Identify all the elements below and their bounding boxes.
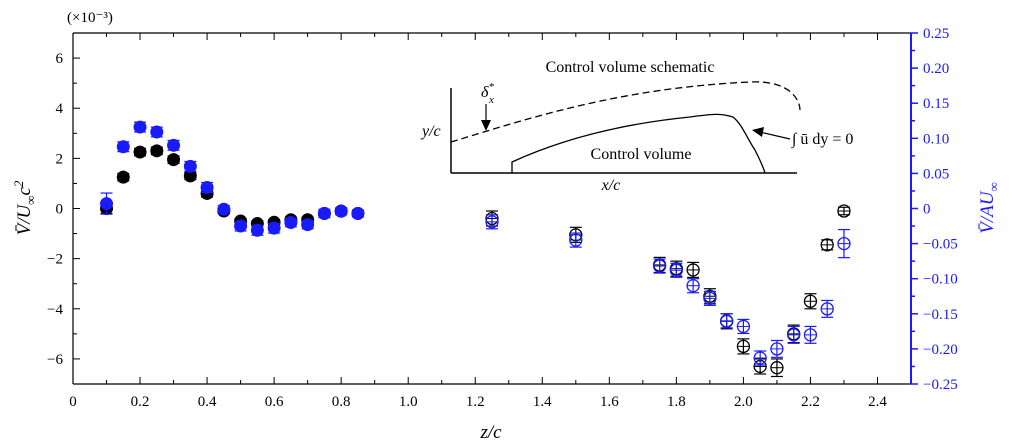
data-point	[100, 197, 114, 211]
right-tick-label: 0.10	[923, 131, 949, 147]
right-tick-label: 0.05	[923, 166, 949, 182]
data-point	[183, 159, 197, 173]
data-point	[301, 218, 315, 232]
inset-y-label: y/c	[420, 123, 441, 140]
data-point	[150, 125, 164, 139]
left-tick-label: −6	[47, 352, 63, 368]
left-tick-label: 2	[56, 151, 64, 167]
control-volume-schematic: Control volume schematic δ* x y/c x/c Con…	[420, 59, 853, 194]
left-axis-title-sub: ∞	[23, 196, 38, 205]
data-point	[351, 206, 365, 220]
left-axis-title-tail: c	[14, 187, 35, 196]
data-point	[167, 138, 181, 152]
right-tick-label: 0.20	[923, 61, 949, 77]
inset-delta-main: δ	[481, 84, 489, 101]
axes: 0 0.2 0.4 0.6 0.8 1.0 1.2 1.4 1.6 1.8 2.0 2.2 2.4 6 4 2…	[47, 26, 958, 410]
inset-delta-sub: x	[488, 94, 494, 106]
right-tick-label: −0.20	[923, 342, 958, 358]
data-point	[133, 145, 147, 159]
x-tick-label: 1.0	[399, 394, 418, 410]
x-tick-label: 1.2	[466, 394, 485, 410]
right-axis-title-sub: ∞	[986, 182, 1001, 191]
data-point	[116, 140, 130, 154]
data-point	[284, 216, 298, 230]
x-tick-label: 0	[69, 394, 77, 410]
inset-boundary-layer-curve	[450, 81, 801, 143]
data-point	[116, 170, 130, 184]
x-tick-label: 0.4	[198, 394, 217, 410]
series-1	[100, 120, 365, 237]
data-point	[267, 221, 281, 235]
right-tick-label: −0.25	[923, 377, 958, 393]
right-axis-title-main: V̄/AU	[977, 190, 998, 233]
left-tick-label: 0	[56, 202, 64, 218]
data-point	[250, 223, 264, 237]
x-tick-label: 1.6	[600, 394, 619, 410]
x-tick-label: 2.0	[734, 394, 753, 410]
right-tick-label: −0.15	[923, 307, 958, 323]
left-tick-label: −2	[47, 252, 63, 268]
data-point	[234, 219, 248, 233]
data-point	[334, 204, 348, 218]
series-3	[485, 214, 851, 366]
inset-integral-arrowhead	[752, 127, 764, 137]
inset-x-label: x/c	[601, 177, 621, 194]
left-axis-multiplier: (×10⁻³)	[67, 10, 113, 26]
series-2	[485, 204, 851, 378]
right-tick-label: 0.25	[923, 26, 949, 42]
left-axis-title-main: V̄/U	[14, 204, 35, 236]
inset-title: Control volume schematic	[546, 59, 715, 76]
x-tick-label: 0.2	[131, 394, 150, 410]
x-tick-label: 1.8	[667, 394, 686, 410]
inset-integral-arrow-line	[759, 131, 791, 140]
left-axis-title: V̄/U∞c2	[11, 180, 38, 235]
x-tick-label: 0.8	[332, 394, 351, 410]
x-tick-label: 1.4	[533, 394, 552, 410]
x-tick-label: 2.4	[868, 394, 887, 410]
inset-delta-label: δ* x	[481, 81, 494, 106]
x-tick-label: 2.2	[801, 394, 820, 410]
left-tick-label: −4	[47, 302, 63, 318]
right-tick-label: −0.05	[923, 237, 958, 253]
data-point	[167, 153, 181, 167]
x-tick-label: 0.6	[265, 394, 284, 410]
data-point	[200, 180, 214, 194]
inset-region-label: Control volume	[591, 146, 692, 163]
inset-integral-label: ∫ ū dy = 0	[791, 131, 853, 149]
data-point	[133, 120, 147, 134]
inset-control-volume-outline	[511, 113, 766, 174]
x-axis-title: z/c	[479, 422, 502, 443]
data-point	[217, 202, 231, 216]
data-layer	[100, 120, 851, 378]
right-tick-label: 0.15	[923, 96, 949, 112]
left-tick-label: 6	[56, 51, 64, 67]
right-tick-label: −0.10	[923, 272, 958, 288]
right-axis-title: V̄/AU∞	[977, 182, 1001, 234]
data-point	[150, 144, 164, 158]
right-tick-label: 0	[923, 202, 931, 218]
left-tick-label: 4	[56, 101, 64, 117]
inset-delta-arrowhead	[481, 120, 491, 131]
data-point	[317, 206, 331, 220]
left-axis-title-sup: 2	[11, 180, 26, 187]
inset-delta-sup: *	[488, 81, 494, 93]
